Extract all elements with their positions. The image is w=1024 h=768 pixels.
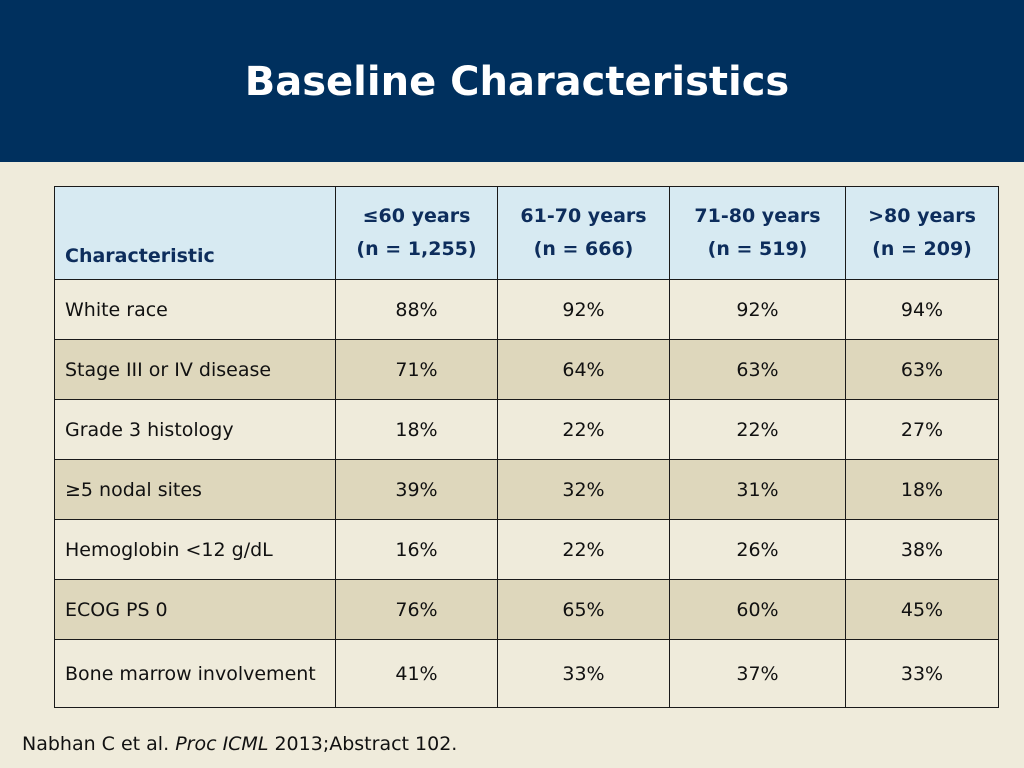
table-cell: 76% [335, 579, 498, 640]
table-cell: 33% [497, 639, 670, 708]
column-header-n: (n = 1,255) [356, 238, 477, 260]
column-header-label: Characteristic [65, 245, 215, 267]
table-row-hemoglobin: Hemoglobin <12 g/dL 16% 22% 26% 38% [54, 519, 999, 580]
column-header-age-range: >80 years [868, 205, 976, 227]
column-header-n: (n = 519) [707, 238, 808, 260]
column-header-age-range: 71-80 years [694, 205, 821, 227]
table-row-white-race: White race 88% 92% 92% 94% [54, 279, 999, 340]
column-header-age-range: ≤60 years [362, 205, 471, 227]
table-cell: 94% [845, 279, 999, 340]
table-cell: 18% [845, 459, 999, 520]
table-cell: 37% [669, 639, 846, 708]
header-band [0, 0, 1024, 162]
citation-details: 2013;Abstract 102. [274, 733, 458, 755]
row-label: Bone marrow involvement [54, 639, 336, 708]
table-cell: 18% [335, 399, 498, 460]
table-cell: 22% [497, 399, 670, 460]
column-header-n: (n = 666) [533, 238, 634, 260]
table-row-bone-marrow: Bone marrow involvement 41% 33% 37% 33% [54, 639, 999, 708]
table-cell: 92% [669, 279, 846, 340]
row-label: ECOG PS 0 [54, 579, 336, 640]
table-cell: 71% [335, 339, 498, 400]
table-cell: 22% [669, 399, 846, 460]
table-row-nodal-sites: ≥5 nodal sites 39% 32% 31% 18% [54, 459, 999, 520]
baseline-characteristics-table: Characteristic ≤60 years (n = 1,255) 61-… [54, 186, 999, 708]
column-header-characteristic: Characteristic [54, 186, 336, 280]
table-cell: 92% [497, 279, 670, 340]
table-cell: 33% [845, 639, 999, 708]
column-header-71-80: 71-80 years (n = 519) [669, 186, 846, 280]
column-header-n: (n = 209) [872, 238, 972, 260]
table-cell: 63% [845, 339, 999, 400]
table-cell: 65% [497, 579, 670, 640]
table-cell: 32% [497, 459, 670, 520]
citation-authors: Nabhan C et al. [22, 733, 170, 755]
slide-title: Baseline Characteristics [244, 59, 790, 105]
row-label: Stage III or IV disease [54, 339, 336, 400]
row-label: Grade 3 histology [54, 399, 336, 460]
table-header-row: Characteristic ≤60 years (n = 1,255) 61-… [54, 186, 999, 280]
table-cell: 27% [845, 399, 999, 460]
table-cell: 22% [497, 519, 670, 580]
table-cell: 38% [845, 519, 999, 580]
row-label: ≥5 nodal sites [54, 459, 336, 520]
table-cell: 60% [669, 579, 846, 640]
table-cell: 45% [845, 579, 999, 640]
table-row-ecog-ps: ECOG PS 0 76% 65% 60% 45% [54, 579, 999, 640]
row-label: White race [54, 279, 336, 340]
table-cell: 16% [335, 519, 498, 580]
table-cell: 41% [335, 639, 498, 708]
table-cell: 31% [669, 459, 846, 520]
row-label: Hemoglobin <12 g/dL [54, 519, 336, 580]
column-header-gt80: >80 years (n = 209) [845, 186, 999, 280]
table-cell: 26% [669, 519, 846, 580]
column-header-le60: ≤60 years (n = 1,255) [335, 186, 498, 280]
table-row-stage-iii-iv: Stage III or IV disease 71% 64% 63% 63% [54, 339, 999, 400]
table-row-grade-3: Grade 3 histology 18% 22% 22% 27% [54, 399, 999, 460]
table-cell: 39% [335, 459, 498, 520]
table-cell: 63% [669, 339, 846, 400]
citation-journal: Proc ICML [175, 733, 269, 755]
column-header-age-range: 61-70 years [520, 205, 647, 227]
citation: Nabhan C et al. Proc ICML 2013;Abstract … [22, 733, 457, 755]
table-cell: 88% [335, 279, 498, 340]
column-header-61-70: 61-70 years (n = 666) [497, 186, 670, 280]
table-cell: 64% [497, 339, 670, 400]
